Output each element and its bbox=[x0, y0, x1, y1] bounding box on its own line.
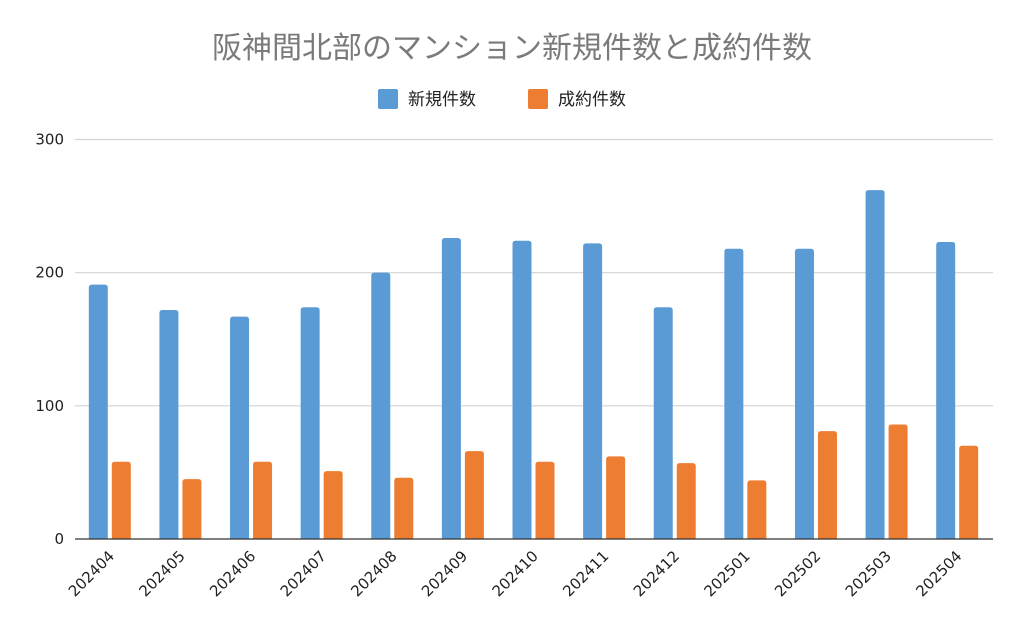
x-tick-label: 202408 bbox=[347, 547, 400, 600]
legend-item-contract: 成約件数 bbox=[528, 89, 626, 110]
bar-contract bbox=[606, 456, 626, 539]
x-tick-label: 202411 bbox=[559, 547, 612, 600]
x-tick-label: 202504 bbox=[912, 547, 965, 600]
bar-contract bbox=[817, 431, 837, 539]
x-tick-label: 202410 bbox=[489, 547, 542, 600]
chart-title: 阪神間北部のマンション新規件数と成約件数 bbox=[212, 31, 812, 66]
x-tick-label: 202503 bbox=[842, 547, 895, 600]
legend-item-new: 新規件数 bbox=[378, 89, 476, 110]
bar-new bbox=[724, 248, 744, 540]
y-tick-label: 0 bbox=[54, 530, 64, 548]
bar-new bbox=[441, 238, 461, 539]
x-tick-label: 202404 bbox=[65, 547, 118, 600]
y-tick-label: 300 bbox=[35, 131, 64, 149]
x-tick-label: 202405 bbox=[136, 547, 189, 600]
x-tick-label: 202501 bbox=[700, 547, 753, 600]
x-tick-label: 202409 bbox=[418, 547, 471, 600]
bar-contract bbox=[323, 471, 343, 539]
bar-new bbox=[88, 284, 108, 539]
bars bbox=[88, 190, 979, 540]
bar-new bbox=[300, 307, 320, 539]
bar-contract bbox=[394, 477, 414, 539]
x-axis-ticks: 202404 202405 202406 202407 202408 202409 2024… bbox=[65, 547, 966, 600]
y-axis-ticks: 0 100 200 300 bbox=[35, 131, 64, 549]
x-tick-label: 202407 bbox=[277, 547, 330, 600]
bar-contract bbox=[182, 479, 202, 539]
bar-new bbox=[794, 248, 814, 540]
bar-contract bbox=[747, 480, 767, 539]
bar-new bbox=[371, 272, 391, 539]
bar-new bbox=[230, 316, 250, 539]
x-tick-label: 202406 bbox=[206, 547, 259, 600]
bar-new bbox=[512, 240, 532, 539]
legend: 新規件数 成約件数 bbox=[378, 89, 626, 110]
bar-contract bbox=[111, 461, 131, 539]
legend-label-contract: 成約件数 bbox=[558, 90, 626, 110]
legend-swatch-contract bbox=[528, 89, 548, 109]
bar-contract bbox=[535, 461, 555, 539]
bar-contract bbox=[676, 463, 696, 539]
bar-new bbox=[159, 309, 179, 539]
y-tick-label: 200 bbox=[35, 264, 64, 282]
x-tick-label: 202412 bbox=[630, 547, 683, 600]
legend-label-new: 新規件数 bbox=[408, 90, 476, 110]
bar-contract bbox=[959, 445, 979, 539]
bar-new bbox=[865, 190, 885, 539]
gridlines bbox=[75, 138, 993, 407]
legend-swatch-new bbox=[378, 89, 398, 109]
bar-contract bbox=[464, 451, 484, 539]
bar-new bbox=[583, 243, 603, 539]
bar-new bbox=[936, 242, 956, 539]
bar-contract bbox=[888, 424, 908, 539]
y-tick-label: 100 bbox=[35, 397, 64, 415]
x-tick-label: 202502 bbox=[771, 547, 824, 600]
bar-new bbox=[653, 307, 673, 539]
bar-contract bbox=[253, 461, 273, 539]
